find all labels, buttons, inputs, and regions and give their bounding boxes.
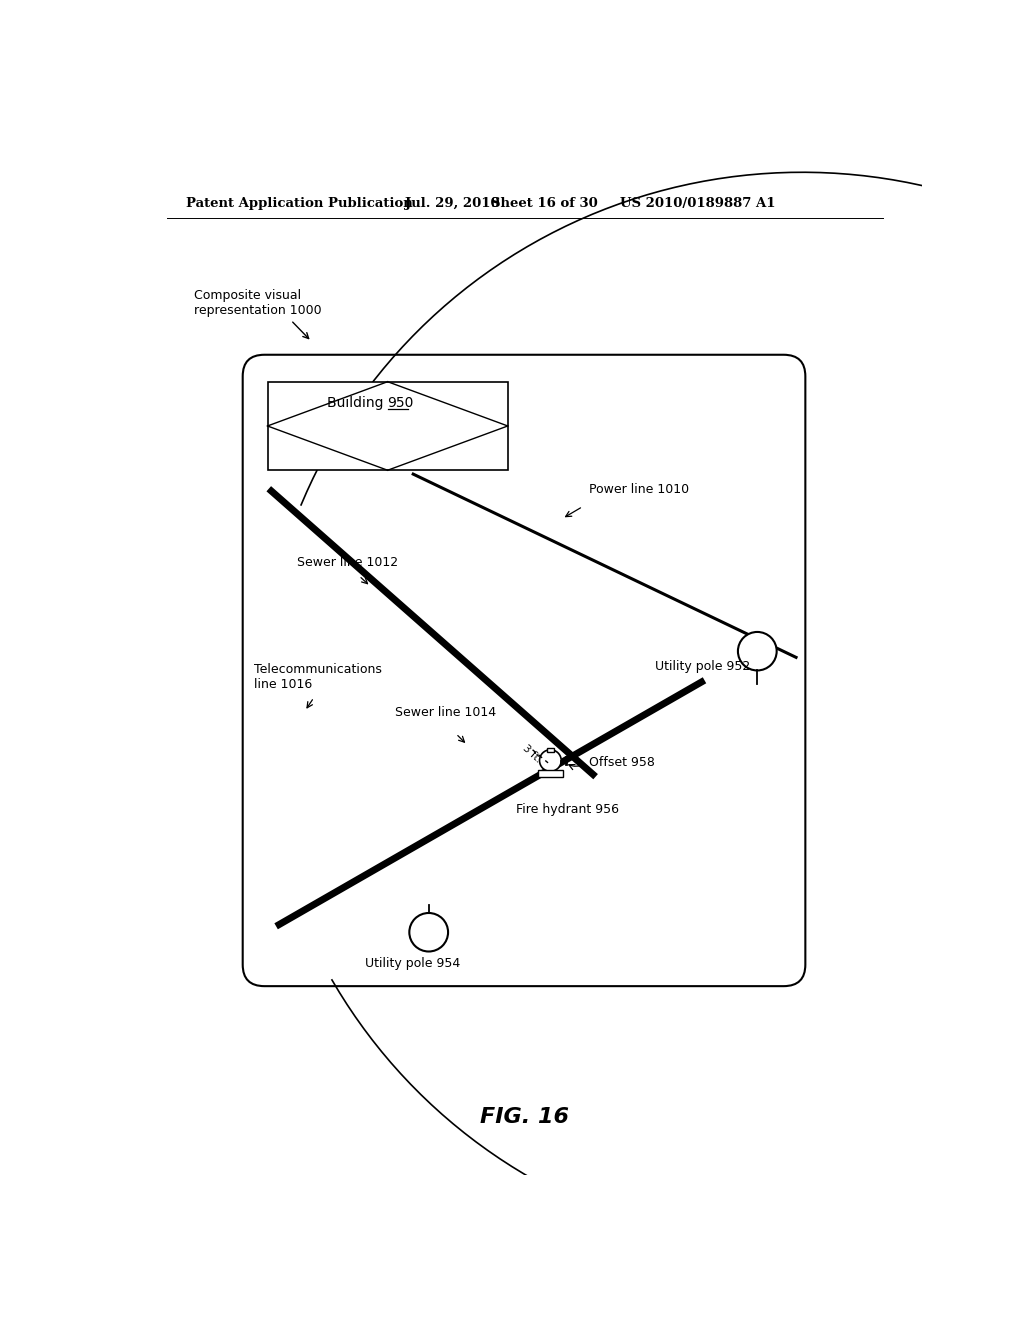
Bar <box>547 748 554 752</box>
Circle shape <box>540 750 561 771</box>
Bar <box>538 770 563 777</box>
Bar <box>267 381 508 470</box>
Circle shape <box>410 913 449 952</box>
Text: Sheet 16 of 30: Sheet 16 of 30 <box>490 197 597 210</box>
Text: US 2010/0189887 A1: US 2010/0189887 A1 <box>621 197 775 210</box>
Text: Sewer line 1014: Sewer line 1014 <box>395 706 497 719</box>
Text: Building: Building <box>327 396 388 411</box>
Text: FIG. 16: FIG. 16 <box>480 1107 569 1127</box>
Circle shape <box>738 632 776 671</box>
Text: 950: 950 <box>388 396 414 411</box>
FancyBboxPatch shape <box>243 355 805 986</box>
Text: 3 ft.: 3 ft. <box>521 743 543 764</box>
Text: Jul. 29, 2010: Jul. 29, 2010 <box>406 197 500 210</box>
Text: Utility pole 952: Utility pole 952 <box>655 660 751 673</box>
Text: Utility pole 954: Utility pole 954 <box>366 957 461 970</box>
Text: Fire hydrant 956: Fire hydrant 956 <box>515 803 618 816</box>
Text: Patent Application Publication: Patent Application Publication <box>186 197 413 210</box>
Text: Power line 1010: Power line 1010 <box>589 483 689 496</box>
Text: Offset 958: Offset 958 <box>589 756 655 770</box>
Text: Telecommunications
line 1016: Telecommunications line 1016 <box>254 663 382 690</box>
Text: Sewer line 1012: Sewer line 1012 <box>297 556 398 569</box>
Text: Composite visual
representation 1000: Composite visual representation 1000 <box>195 289 322 317</box>
